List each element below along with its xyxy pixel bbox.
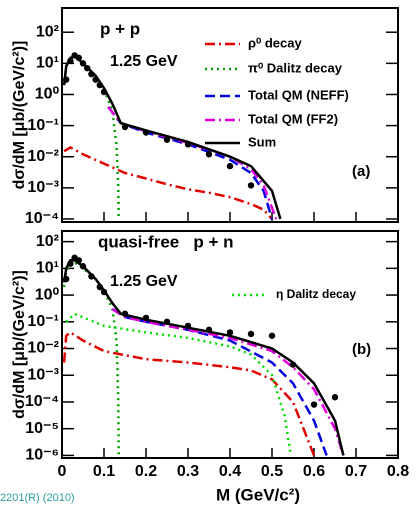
- data-point: [84, 64, 91, 72]
- legend-label: π⁰ Dalitz decay: [248, 60, 343, 75]
- y-tick-label: 10²: [36, 23, 59, 40]
- y-tick-label: 10⁻⁴: [25, 210, 59, 227]
- curve: [63, 145, 273, 220]
- y-tick-label: 10⁰: [35, 286, 60, 303]
- data-point: [331, 394, 339, 401]
- legend-label: Sum: [248, 134, 276, 149]
- data-point: [142, 314, 150, 322]
- data-point: [247, 182, 255, 189]
- y-tick-label: 10²: [36, 233, 59, 250]
- y-tick-label: 10⁻³: [27, 179, 59, 196]
- data-point: [75, 257, 83, 264]
- data-point: [67, 260, 74, 267]
- data-point: [62, 76, 70, 83]
- x-tick-label: 0.8: [387, 463, 409, 480]
- panel-label: (b): [352, 341, 371, 358]
- data-point: [184, 322, 192, 330]
- y-tick-label: 10⁻³: [27, 366, 59, 383]
- legend-label: Total QM (NEFF): [248, 87, 349, 102]
- x-tick-label: 0: [58, 463, 67, 480]
- y-tick-label: 10⁰: [35, 86, 60, 103]
- data-point: [226, 162, 234, 170]
- data-point: [96, 283, 104, 291]
- data-point: [100, 88, 108, 96]
- data-point: [163, 318, 171, 325]
- x-tick-label: 0.2: [135, 463, 157, 480]
- data-point: [226, 329, 234, 336]
- annotation: p + p: [100, 19, 140, 38]
- data-point: [100, 288, 108, 296]
- data-point: [121, 310, 129, 317]
- curve: [62, 54, 120, 220]
- annotation: 1.25 GeV: [110, 273, 178, 290]
- x-tick-label: 0.7: [345, 463, 367, 480]
- plot-frame: [61, 230, 399, 459]
- y-tick-label: 10⁻⁴: [25, 393, 59, 410]
- legend-label: ρ⁰ decay: [248, 35, 302, 50]
- y-tick-label: 10¹: [36, 55, 59, 72]
- data-point: [163, 136, 171, 143]
- x-tick-label: 0.3: [177, 463, 199, 480]
- x-tick-label: 0.4: [219, 463, 241, 480]
- annotation: quasi-free p + n: [98, 232, 234, 251]
- x-tick-label: 0.5: [261, 463, 283, 480]
- y-tick-label: 10⁻¹: [27, 313, 59, 330]
- panel-label: (a): [352, 163, 370, 180]
- legend-label: η Dalitz decay: [276, 287, 356, 301]
- curve: [62, 54, 282, 220]
- data-point: [88, 70, 95, 78]
- data-point: [121, 123, 129, 131]
- plot-frame: [61, 7, 399, 223]
- data-point: [289, 361, 297, 368]
- data-point: [79, 60, 87, 67]
- data-point: [75, 54, 83, 62]
- data-point: [205, 151, 213, 158]
- y-tick-label: 10⁻¹: [27, 117, 59, 134]
- data-point: [88, 273, 95, 280]
- x-axis-label: M (GeV/c²): [216, 485, 300, 504]
- data-point: [142, 129, 150, 136]
- curve: [111, 308, 345, 456]
- y-tick-label: 10⁻⁵: [25, 420, 59, 437]
- legend-label: Total QM (FF2): [248, 111, 338, 126]
- data-point: [79, 263, 87, 270]
- data-point: [92, 76, 99, 83]
- curve: [62, 330, 316, 456]
- data-point: [67, 57, 74, 65]
- data-point: [205, 326, 213, 334]
- data-point: [62, 275, 70, 283]
- y-tick-label: 10¹: [36, 260, 59, 277]
- data-point: [184, 141, 192, 148]
- data-point: [96, 81, 104, 89]
- x-tick-label: 0.1: [93, 463, 115, 480]
- data-point: [268, 332, 276, 339]
- y-axis-label: dσ/dM [μb/(GeV/c²)]: [11, 41, 28, 190]
- y-tick-label: 10⁻⁶: [25, 447, 59, 464]
- annotation: 1.25 GeV: [110, 53, 178, 70]
- y-tick-label: 10⁻²: [27, 340, 59, 357]
- x-tick-label: 0.6: [303, 463, 325, 480]
- data-point: [310, 401, 318, 408]
- footnote: 2201(R) (2010): [0, 492, 75, 504]
- curve: [62, 260, 120, 456]
- y-axis-label: dσ/dM [μb/(GeV/c²)]: [11, 270, 28, 419]
- data-point: [247, 330, 255, 338]
- y-tick-label: 10⁻²: [27, 148, 59, 165]
- curve: [65, 312, 293, 456]
